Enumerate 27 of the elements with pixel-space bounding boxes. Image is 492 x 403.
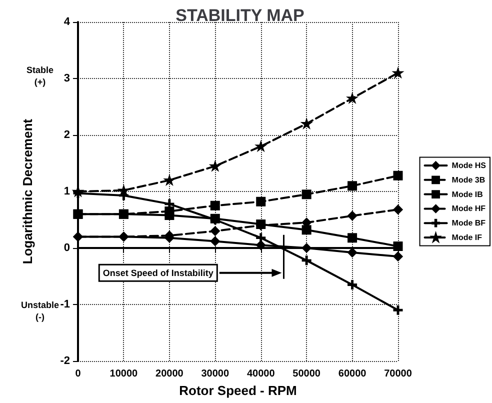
x-tick-label: 30000 — [201, 368, 230, 380]
text: Stable (+) — [26, 65, 54, 87]
legend-label: Mode BF — [452, 218, 486, 228]
legend-label: Mode HF — [452, 204, 486, 214]
legend-label: Mode IB — [452, 190, 484, 199]
y-tick-label: 0 — [64, 242, 70, 254]
legend-label: Mode IF — [452, 233, 482, 242]
x-tick-label: 50000 — [292, 368, 321, 380]
y-tick-label: 4 — [64, 16, 71, 28]
annotation: Onset Speed of Instability — [102, 268, 214, 278]
x-tick-label: 20000 — [156, 368, 184, 380]
x-tick-label: 60000 — [338, 368, 367, 380]
y-tick-label: 3 — [64, 72, 70, 84]
legend-label: Mode 3B — [452, 175, 486, 184]
text: Unstable (-) — [20, 300, 60, 322]
y-axis-title: Logarithmic Decrement — [20, 118, 35, 264]
y-tick-label: -2 — [60, 355, 70, 367]
y-tick-label: 2 — [64, 129, 70, 141]
y-tick-label: -1 — [60, 298, 70, 310]
x-tick-label: 0 — [75, 368, 82, 380]
legend-label: Mode HS — [452, 161, 487, 170]
x-tick-label: 40000 — [246, 368, 276, 380]
y-tick-label: 1 — [64, 186, 70, 198]
chart-title: STABILITY MAP — [176, 6, 304, 25]
x-axis-title: Rotor Speed - RPM — [179, 382, 297, 398]
x-tick-label: 10000 — [110, 368, 138, 380]
x-tick-label: 70000 — [384, 368, 412, 380]
